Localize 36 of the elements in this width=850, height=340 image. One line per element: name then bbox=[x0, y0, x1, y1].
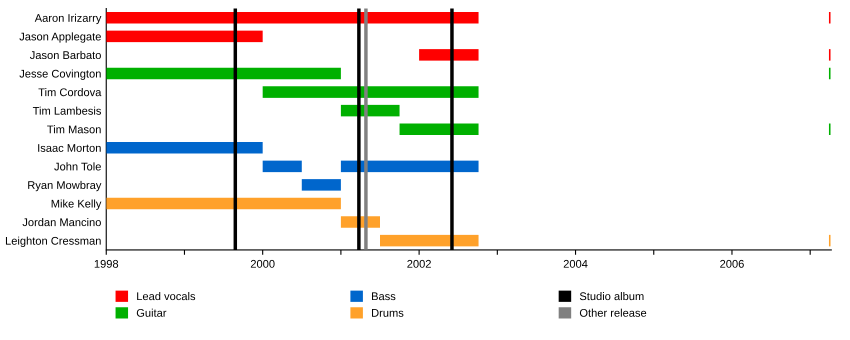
y-tick-label: Tim Cordova bbox=[38, 88, 102, 96]
y-tick-label: Tim Lambesis bbox=[32, 106, 101, 115]
bar bbox=[106, 68, 341, 80]
y-tick-label: Aaron Irizarry bbox=[34, 14, 102, 24]
y-tick-label: Mike Kelly bbox=[52, 199, 102, 210]
bar bbox=[302, 179, 341, 191]
x-tick-label: 2000 bbox=[250, 260, 275, 268]
y-tick-label: Leighton Cressman bbox=[6, 236, 101, 247]
bar bbox=[106, 30, 263, 42]
bar bbox=[419, 49, 479, 61]
legend-label: Lead vocals bbox=[137, 292, 196, 300]
y-tick-label: Jesse Covington bbox=[19, 69, 101, 80]
legend-label: Other release bbox=[580, 308, 646, 317]
y-tick-label: Tim Mason bbox=[47, 125, 101, 134]
legend-label: Studio album bbox=[580, 292, 644, 300]
bar bbox=[340, 160, 479, 172]
legend-label: Drums bbox=[372, 309, 404, 317]
y-tick-label: Ryan Mowbray bbox=[28, 180, 102, 192]
x-tick-label: 1998 bbox=[94, 260, 118, 268]
bar bbox=[106, 142, 263, 154]
bar bbox=[380, 234, 479, 246]
y-tick-label: Jason Applegate bbox=[19, 32, 101, 43]
x-tick-label: 2006 bbox=[720, 260, 744, 268]
y-tick-label: Isaac Morton bbox=[38, 144, 101, 152]
bar bbox=[262, 160, 302, 172]
y-tick-label: Jason Barbato bbox=[30, 50, 101, 60]
legend-label: Bass bbox=[372, 292, 396, 300]
bar bbox=[106, 198, 341, 210]
y-tick-label: John Tole bbox=[54, 162, 101, 170]
bar bbox=[106, 12, 479, 24]
x-tick-label: 2004 bbox=[564, 260, 588, 268]
bar bbox=[400, 123, 479, 135]
legend-label: Guitar bbox=[136, 308, 166, 317]
bar bbox=[262, 86, 479, 98]
y-tick-label: Jordan Mancino bbox=[22, 218, 101, 226]
x-tick-label: 2002 bbox=[407, 260, 431, 268]
